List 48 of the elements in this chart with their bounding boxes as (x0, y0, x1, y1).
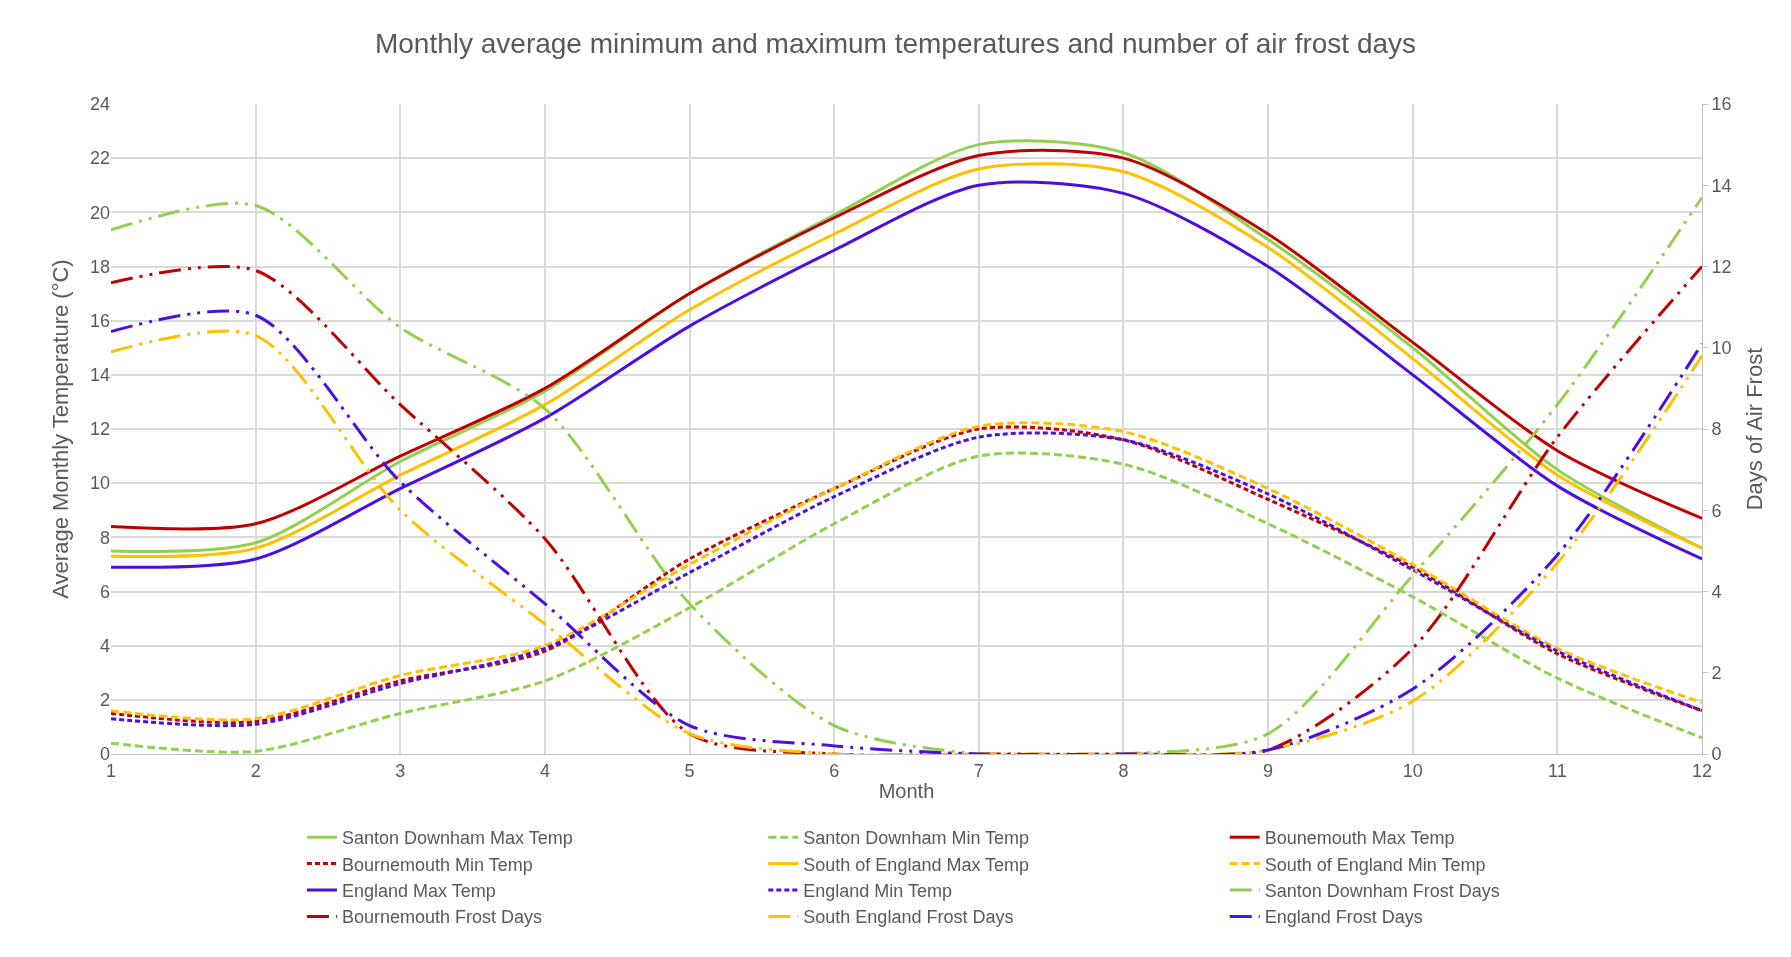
legend-label: South of England Max Temp (803, 854, 1030, 875)
legend-label: Santon Downham Frost Days (1264, 881, 1500, 902)
legend-label: England Min Temp (803, 881, 953, 902)
y-tick-label: 18 (89, 256, 110, 277)
y-tick-label: 10 (89, 473, 110, 494)
x-tick-label: 6 (829, 760, 840, 781)
x-tick-label: 4 (539, 760, 550, 781)
y2-tick-label: 0 (1711, 744, 1722, 765)
y2-tick-label: 10 (1711, 338, 1732, 359)
y2-axis-title: Days of Air Frost (1741, 347, 1767, 511)
y-tick-label: 6 (99, 581, 110, 602)
legend-label: England Max Temp (341, 881, 496, 902)
legend-label: Santon Downham Max Temp (341, 828, 573, 849)
y-tick-label: 24 (89, 94, 110, 115)
x-tick-label: 10 (1402, 760, 1423, 781)
y2-tick-label: 16 (1711, 94, 1732, 115)
x-tick-label: 12 (1691, 760, 1713, 781)
y-tick-label: 2 (99, 690, 110, 711)
y2-tick-label: 4 (1711, 581, 1722, 602)
y-tick-label: 8 (99, 527, 110, 548)
y-tick-label: 22 (89, 148, 110, 169)
x-tick-label: 8 (1118, 760, 1129, 781)
x-tick-label: 9 (1263, 760, 1274, 781)
y2-tick-label: 14 (1711, 175, 1732, 196)
y-tick-label: 16 (89, 310, 110, 331)
x-tick-label: 11 (1548, 760, 1567, 781)
legend-label: England Frost Days (1264, 907, 1423, 928)
y-axis-title: Average Monthly Temperature (°C) (47, 259, 73, 599)
y2-tick-label: 8 (1711, 419, 1722, 440)
legend-label: Bournemouth Min Temp (341, 854, 533, 875)
y-tick-label: 20 (89, 202, 110, 223)
y2-tick-label: 6 (1711, 500, 1722, 521)
y-tick-label: 4 (99, 635, 110, 656)
legend-label: Bournemouth Frost Days (341, 907, 543, 928)
legend-label: Bounemouth Max Temp (1264, 828, 1455, 849)
x-tick-label: 2 (250, 760, 261, 781)
x-axis-title: Month (878, 780, 935, 803)
y-tick-label: 14 (89, 365, 110, 386)
y-tick-label: 12 (89, 419, 110, 440)
legend-label: South of England Min Temp (1264, 854, 1486, 875)
y2-tick-label: 2 (1711, 663, 1722, 684)
y2-tick-label: 12 (1711, 256, 1732, 277)
x-tick-label: 3 (395, 760, 406, 781)
legend-label: South England Frost Days (803, 907, 1014, 928)
chart-title: Monthly average minimum and maximum temperatures and number of air frost days (374, 27, 1417, 59)
x-tick-label: 7 (973, 760, 984, 781)
x-tick-label: 5 (684, 760, 695, 781)
legend-label: Santon Downham Min Temp (803, 828, 1030, 849)
